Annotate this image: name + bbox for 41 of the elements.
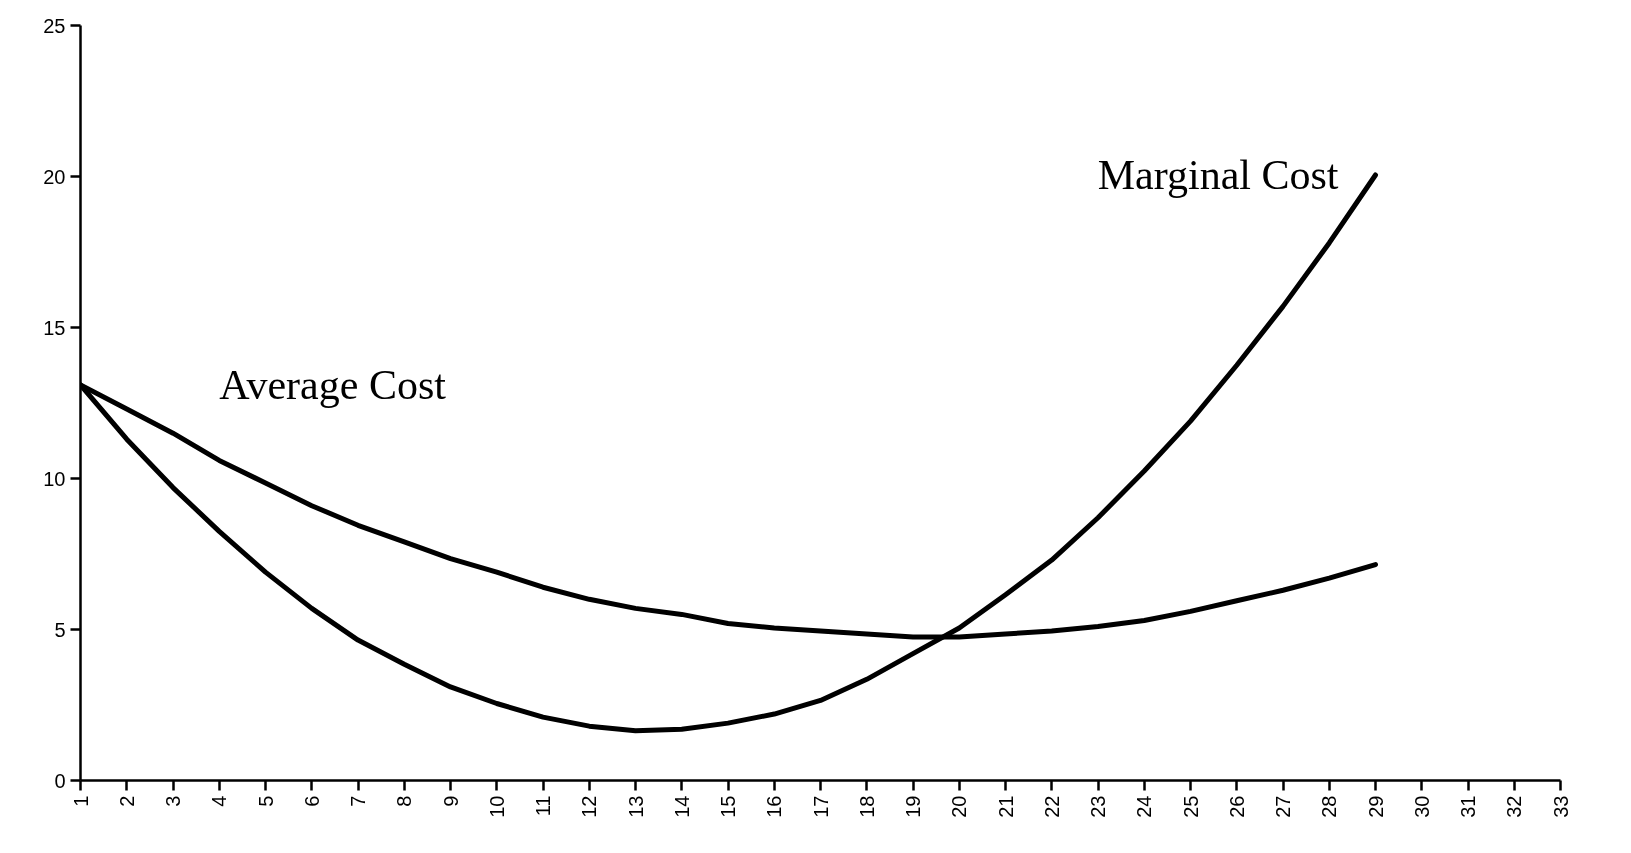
x-tick-label: 13 xyxy=(624,795,647,818)
x-tick-label: 19 xyxy=(902,795,924,818)
x-tick-label: 28 xyxy=(1318,795,1341,818)
x-tick-label: 4 xyxy=(208,795,231,807)
y-tick-label: 15 xyxy=(43,316,66,339)
y-tick-label: 25 xyxy=(43,14,66,37)
x-tick-label: 29 xyxy=(1364,795,1387,818)
x-tick-label: 1 xyxy=(69,795,92,807)
x-tick-label: 2 xyxy=(115,795,138,807)
x-tick-label: 9 xyxy=(439,795,462,807)
x-tick-label: 15 xyxy=(717,795,739,818)
x-tick-label: 14 xyxy=(670,795,693,818)
x-tick-label: 12 xyxy=(578,795,601,818)
x-tick-label: 25 xyxy=(1179,795,1202,818)
y-tick-label: 0 xyxy=(54,769,66,792)
x-tick-label: 30 xyxy=(1410,795,1433,818)
series-label: Marginal Cost xyxy=(1097,151,1339,198)
x-tick-label: 11 xyxy=(532,795,554,817)
x-tick-label: 6 xyxy=(300,795,323,807)
y-tick-label: 10 xyxy=(43,467,66,490)
x-tick-label: 8 xyxy=(393,795,416,807)
series-label: Average Cost xyxy=(219,361,447,408)
x-tick-label: 23 xyxy=(1087,795,1109,818)
y-tick-label: 5 xyxy=(54,618,66,641)
x-tick-label: 17 xyxy=(809,795,832,818)
x-tick-label: 27 xyxy=(1272,795,1294,818)
x-tick-label: 16 xyxy=(763,795,786,818)
x-tick-label: 24 xyxy=(1133,795,1156,818)
x-tick-label: 18 xyxy=(855,795,878,818)
x-tick-label: 3 xyxy=(162,795,184,807)
x-tick-label: 21 xyxy=(994,795,1017,818)
x-tick-label: 33 xyxy=(1549,795,1572,818)
x-tick-label: 31 xyxy=(1457,795,1479,818)
y-tick-label: 20 xyxy=(43,165,66,188)
x-tick-label: 32 xyxy=(1503,795,1526,818)
x-tick-label: 20 xyxy=(948,795,971,818)
x-tick-label: 10 xyxy=(485,795,508,818)
x-tick-label: 22 xyxy=(1040,795,1063,818)
x-tick-label: 26 xyxy=(1225,795,1248,818)
x-tick-label: 7 xyxy=(347,795,369,807)
x-tick-label: 5 xyxy=(254,795,277,807)
